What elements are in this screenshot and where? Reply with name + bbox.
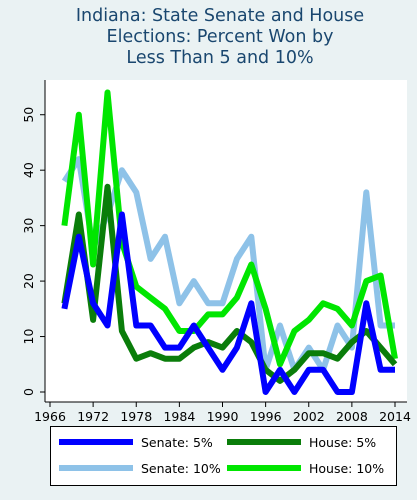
y-tick-label: 10	[21, 329, 36, 345]
y-tick-label: 40	[21, 162, 36, 178]
y-tick-label: 0	[21, 388, 36, 396]
chart-title-line-3: Less Than 5 and 10%	[126, 48, 314, 68]
y-tick-label: 30	[21, 218, 36, 234]
series-line-senate-5	[61, 211, 395, 395]
chart-title-line-1: Indiana: State Senate and House	[75, 6, 365, 26]
y-tick-label: 50	[21, 107, 36, 123]
legend-item-house-10: House: 10%	[227, 459, 384, 477]
chart-title-line-2: Elections: Percent Won by	[106, 27, 334, 47]
legend-label: Senate: 10%	[141, 460, 221, 476]
legend-swatch	[59, 439, 133, 445]
legend-swatch	[59, 465, 133, 471]
legend-swatch	[227, 439, 301, 445]
x-tick-label: 2008	[336, 409, 368, 424]
x-tick-label: 1978	[120, 409, 152, 424]
y-tick-label: 20	[21, 273, 36, 289]
axes: 0 10 20 30 40 50 1966 1972 1978 1984 1990 1996 2002 2…	[21, 80, 411, 424]
chart-title: Indiana: State Senate and House Election…	[40, 6, 400, 69]
legend-label: Senate: 5%	[141, 434, 213, 450]
series-line-senate-10	[61, 156, 395, 373]
legend-item-senate-5: Senate: 5%	[59, 433, 213, 451]
x-tick-label: 1972	[77, 409, 109, 424]
legend-item-house-5: House: 5%	[227, 433, 376, 451]
x-tick-label: 1996	[250, 409, 282, 424]
x-tick-label: 1990	[207, 409, 239, 424]
legend-label: House: 5%	[309, 434, 377, 450]
series-line-house-5	[61, 183, 398, 384]
x-tick-label: 1984	[163, 409, 195, 424]
legend-swatch	[227, 465, 301, 471]
x-tick-label: 2002	[293, 409, 325, 424]
legend-label: House: 10%	[309, 460, 385, 476]
x-tick-label: 1966	[34, 409, 66, 424]
x-tick-label: 2014	[379, 409, 411, 424]
series-layer	[61, 89, 398, 395]
legend-item-senate-10: Senate: 10%	[59, 459, 221, 477]
legend: Senate: 5% House: 5% Senate: 10% House: …	[50, 426, 397, 486]
